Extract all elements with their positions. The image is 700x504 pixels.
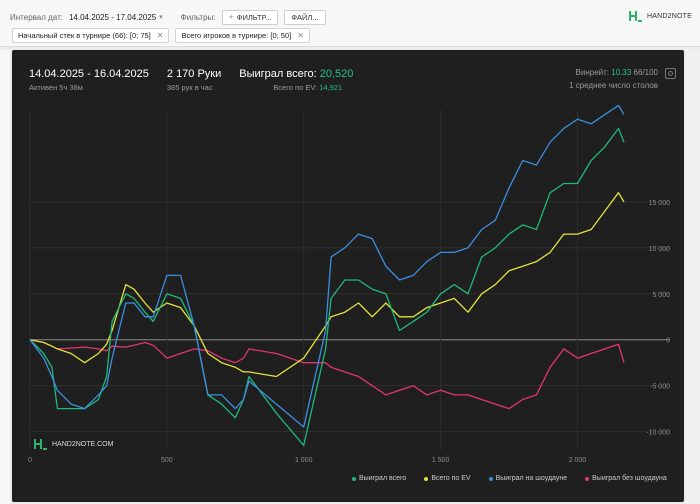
legend-dot-icon [585, 476, 590, 481]
series-line [29, 104, 625, 428]
series-line [29, 339, 625, 410]
close-icon[interactable]: ✕ [297, 31, 304, 40]
files-button[interactable]: ФАЙЛ... [284, 9, 326, 25]
legend-dot-icon [424, 476, 429, 481]
x-tick-label: 0 [28, 457, 32, 464]
winrate-count: 66/100 [633, 68, 658, 77]
winrate-label: Винрейт: [575, 68, 610, 77]
close-icon[interactable]: ✕ [156, 31, 164, 40]
y-tick-label: 0 [666, 338, 670, 345]
winrate-block: Винрейт: 10.33 66/100 1 среднее число ст… [569, 68, 658, 90]
chevron-down-icon: ▾ [159, 14, 163, 21]
y-tick-label: 5 000 [652, 292, 670, 299]
ev-label: Всего по EV: [273, 83, 318, 92]
bankroll-chart: 15 000 10 000 5 000 0 -5 000 -10 000 0 500 1 00… [28, 104, 670, 464]
y-tick-label: -10 000 [646, 430, 670, 437]
filter-row: Интервал дат: 14.04.2025 - 17.04.2025 ▾ … [10, 9, 326, 25]
legend-label: Выиграл на шоудауне [495, 475, 568, 482]
chart-legend: Выиграл всего Всего по EV Выиграл на шоуда… [352, 475, 667, 482]
date-range-select[interactable]: 14.04.2025 - 17.04.2025 ▾ [69, 13, 163, 22]
tables-count: 1 среднее число столов [569, 81, 658, 90]
x-tick-label: 500 [161, 457, 173, 464]
hands-stat: 2 170 Руки 385 рук в час [167, 68, 221, 92]
right-edge [686, 50, 700, 504]
filter-chip[interactable]: Начальный стек в турнире (66): [0; 75] ✕ [12, 28, 170, 43]
interval-label: Интервал дат: [10, 12, 63, 22]
y-tick-label: -5 000 [650, 384, 670, 391]
y-tick-label: 15 000 [649, 200, 671, 207]
ev-value: 14,921 [319, 83, 343, 92]
filter-chip-label: Всего игроков в турнире: [0; 50] [181, 31, 292, 40]
watermark: HAND2NOTE.COM [34, 438, 113, 450]
chart-series [29, 104, 625, 447]
legend-dot-icon [488, 476, 493, 481]
filter-chip[interactable]: Всего игроков в турнире: [0; 50] ✕ [175, 28, 310, 43]
filter-chip-label: Начальный стек в турнире (66): [0; 75] [18, 31, 151, 40]
stats-header: 14.04.2025 - 16.04.2025 Активен 5ч 38м 2… [29, 68, 353, 92]
brand-logo: HAND2NOTE [629, 10, 692, 22]
top-toolbar: Интервал дат: 14.04.2025 - 17.04.2025 ▾ … [0, 0, 700, 47]
files-label: ФАЙЛ... [291, 12, 319, 22]
filters-label: Фильтры: [180, 12, 216, 22]
x-axis-labels: 0 500 1 000 1 500 2 000 [28, 457, 586, 464]
hand2note-logo-icon [34, 439, 47, 450]
hand2note-logo-icon [629, 11, 643, 22]
y-tick-label: 10 000 [649, 246, 671, 253]
graph-panel: 14.04.2025 - 16.04.2025 Активен 5ч 38м 2… [12, 50, 684, 502]
screenshot-icon[interactable] [665, 68, 676, 79]
legend-dot-icon [352, 476, 356, 481]
legend-item[interactable]: Выиграл без шоудауна [585, 475, 667, 482]
x-tick-label: 1 000 [295, 457, 313, 464]
legend-label: Выиграл всего [359, 475, 407, 482]
series-line [29, 127, 625, 447]
series-line [29, 192, 625, 378]
legend-item[interactable]: Выиграл всего [352, 475, 406, 482]
legend-label: Всего по EV [431, 475, 471, 482]
active-filters: Начальный стек в турнире (66): [0; 75] ✕… [12, 28, 310, 43]
add-filter-button[interactable]: + ФИЛЬТР... [221, 9, 279, 25]
active-time: Активен 5ч 38м [29, 83, 83, 92]
legend-item[interactable]: Всего по EV [424, 475, 471, 482]
legend-label: Выиграл без шоудауна [592, 475, 667, 482]
hands-per-hour: 385 рук в час [166, 83, 213, 92]
left-strip [0, 50, 10, 504]
won-value: 20,520 [319, 68, 354, 80]
x-tick-label: 1 500 [432, 457, 450, 464]
hands-value: 2 170 Руки [166, 68, 222, 80]
won-stat: Выиграл всего: 20,520 Всего по EV: 14,92… [239, 68, 353, 92]
y-axis-labels: 15 000 10 000 5 000 0 -5 000 -10 000 [646, 200, 670, 437]
plus-icon: + [228, 12, 234, 22]
brand-name: HAND2NOTE [647, 12, 692, 20]
watermark-text: HAND2NOTE.COM [52, 440, 114, 448]
add-filter-label: ФИЛЬТР... [236, 12, 272, 22]
period-stat: 14.04.2025 - 16.04.2025 Активен 5ч 38м [29, 68, 149, 92]
x-tick-label: 2 000 [569, 457, 587, 464]
winrate-value: 10.33 [611, 68, 632, 77]
won-label: Выиграл всего: [239, 68, 317, 80]
period-value: 14.04.2025 - 16.04.2025 [29, 68, 149, 80]
legend-item[interactable]: Выиграл на шоудауне [488, 475, 568, 482]
date-range-value: 14.04.2025 - 17.04.2025 [68, 12, 157, 22]
chart-grid [29, 110, 670, 450]
